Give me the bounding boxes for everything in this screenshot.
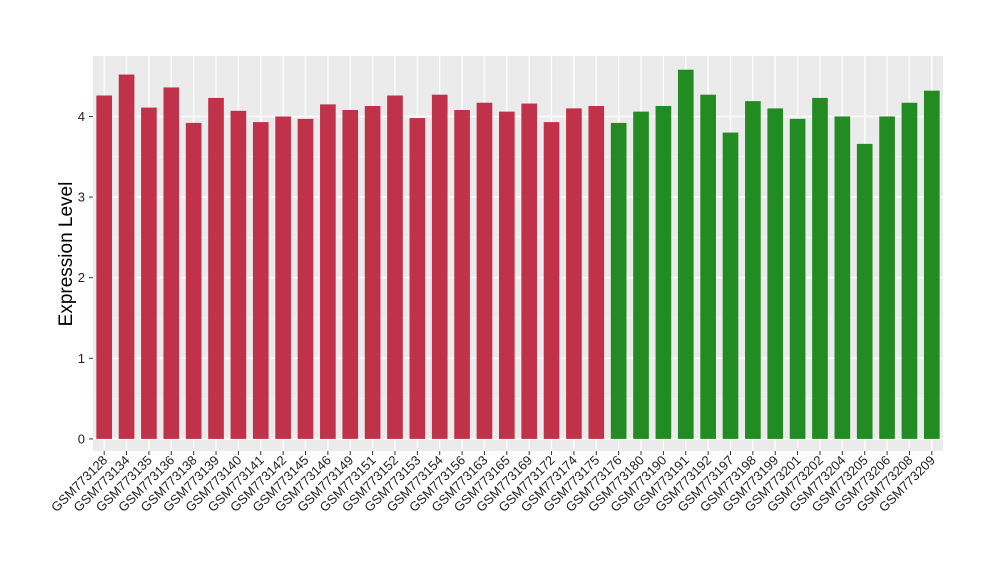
bar-GSM773154 xyxy=(431,94,448,439)
y-tick-label: 0 xyxy=(78,431,85,446)
bar-GSM773191 xyxy=(677,69,694,439)
x-axis: GSM773128GSM773134GSM773135GSM773136GSM7… xyxy=(48,451,938,515)
bar-GSM773201 xyxy=(789,118,806,439)
bar-GSM773202 xyxy=(812,97,828,439)
bar-GSM773198 xyxy=(745,101,761,439)
bar-GSM773138 xyxy=(185,122,202,439)
y-tick-label: 1 xyxy=(78,351,85,366)
bar-GSM773135 xyxy=(141,107,157,439)
bar-GSM773152 xyxy=(387,95,403,439)
bar-GSM773153 xyxy=(409,118,426,439)
bar-GSM773192 xyxy=(700,94,716,439)
bar-GSM773145 xyxy=(297,118,314,439)
bar-GSM773175 xyxy=(588,105,605,439)
bars xyxy=(96,69,940,439)
bar-GSM773163 xyxy=(476,102,493,439)
bar-GSM773190 xyxy=(655,105,672,439)
bar-GSM773139 xyxy=(208,97,224,439)
bar-GSM773141 xyxy=(252,122,269,439)
bar-GSM773174 xyxy=(566,108,582,439)
y-tick-label: 2 xyxy=(78,270,85,285)
y-tick-label: 4 xyxy=(78,109,85,124)
y-tick-label: 3 xyxy=(78,190,85,205)
bar-GSM773199 xyxy=(767,108,784,439)
bar-GSM773180 xyxy=(633,111,649,439)
bar-GSM773134 xyxy=(118,74,135,439)
bar-GSM773176 xyxy=(610,122,627,439)
bar-GSM773209 xyxy=(923,90,940,439)
bar-GSM773142 xyxy=(275,116,291,439)
bar-GSM773208 xyxy=(901,102,918,439)
bar-GSM773197 xyxy=(722,132,739,439)
bar-GSM773206 xyxy=(879,116,895,439)
bar-GSM773140 xyxy=(230,110,247,439)
bar-GSM773205 xyxy=(856,143,873,439)
bar-GSM773204 xyxy=(834,116,851,439)
bar-GSM773149 xyxy=(342,110,359,439)
y-axis: 0 1 2 3 4 xyxy=(78,109,93,446)
y-axis-title: Expression Level xyxy=(56,182,77,327)
bar-GSM773169 xyxy=(521,103,538,439)
bar-GSM773151 xyxy=(364,105,381,439)
bar-GSM773165 xyxy=(498,111,515,439)
bar-GSM773128 xyxy=(96,95,113,439)
bar-GSM773146 xyxy=(320,104,336,439)
bar-GSM773172 xyxy=(543,122,560,439)
bar-GSM773136 xyxy=(163,87,180,439)
bar-GSM773156 xyxy=(454,110,470,439)
